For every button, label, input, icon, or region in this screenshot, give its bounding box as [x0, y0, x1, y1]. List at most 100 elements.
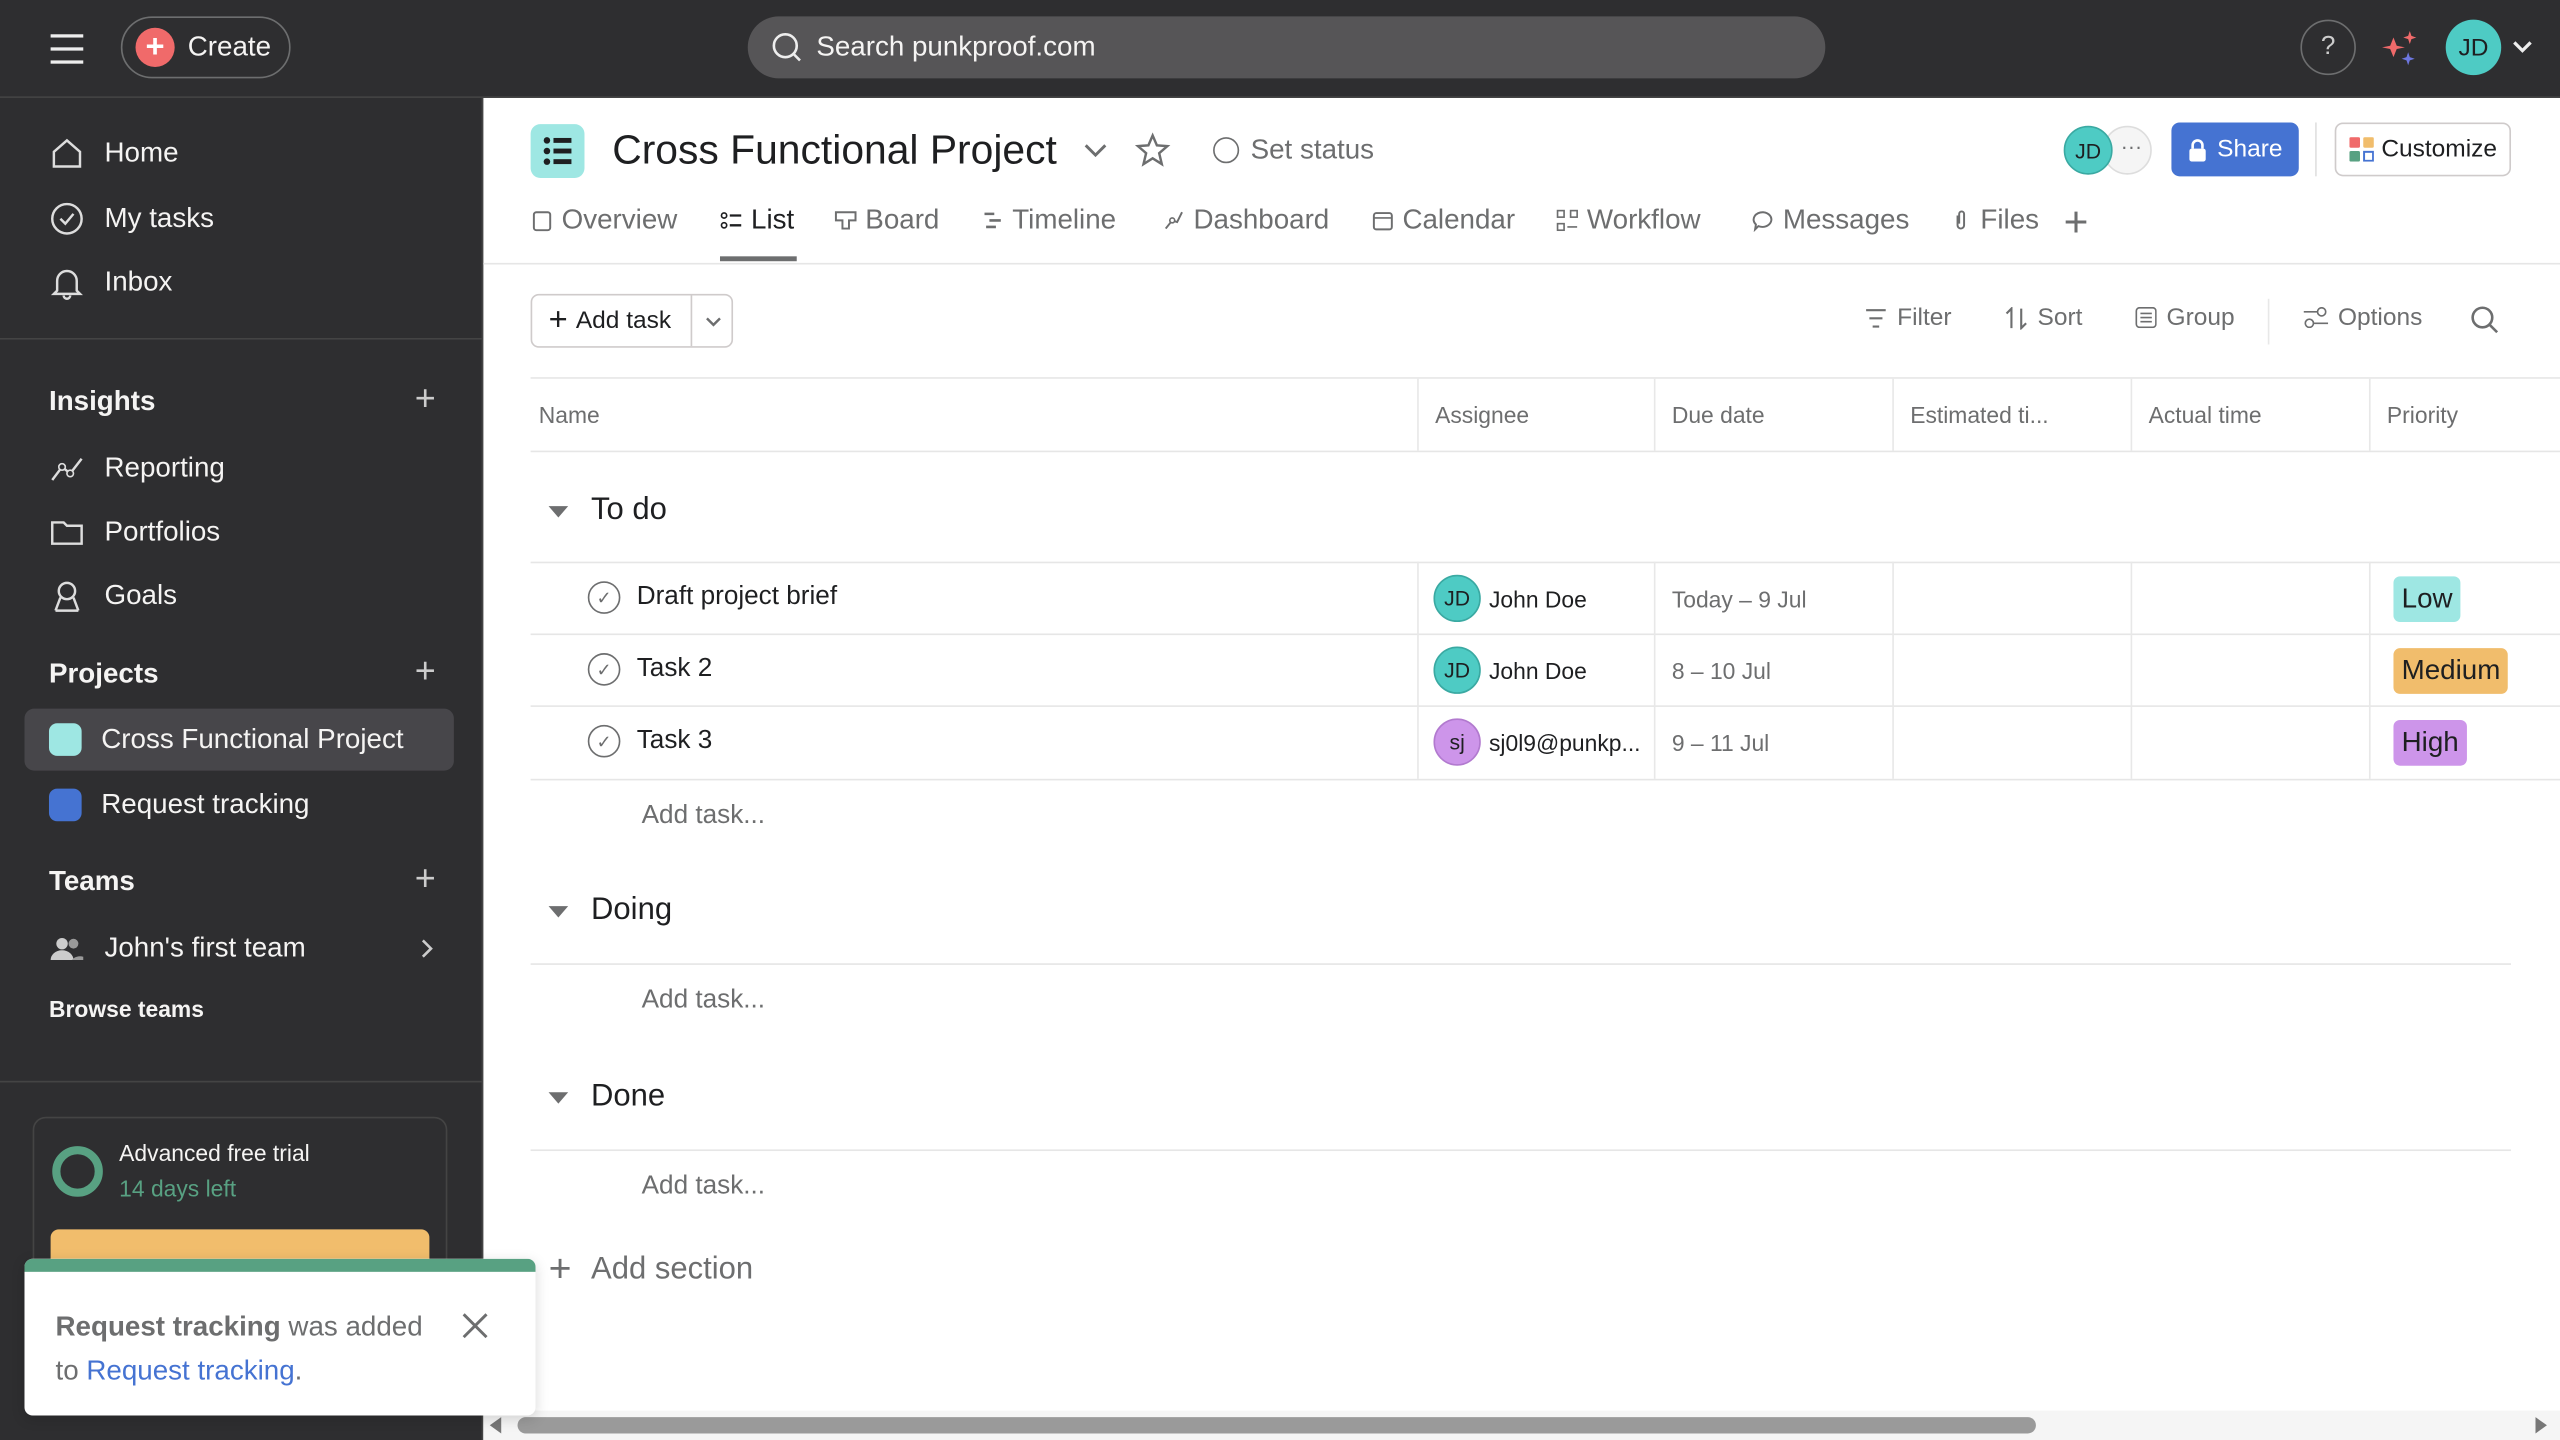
tab-overview[interactable]: Overview [531, 204, 677, 237]
paperclip-icon [1956, 210, 1966, 230]
more-members-icon[interactable]: ··· [2102, 125, 2152, 175]
column-header-actual-time[interactable]: Actual time [2130, 378, 2369, 451]
customize-button[interactable]: Customize [2334, 122, 2512, 177]
assignee-name[interactable]: John Doe [1488, 657, 1587, 684]
status-circle-icon [1213, 137, 1240, 164]
add-project-icon[interactable]: + [414, 649, 436, 691]
chevron-right-icon[interactable] [418, 939, 434, 959]
sidebar-team-item[interactable]: John's first team [49, 924, 306, 973]
chevron-down-icon[interactable] [2513, 39, 2533, 55]
assignee-name[interactable]: John Doe [1488, 585, 1587, 612]
add-task-button[interactable]: + Add task [530, 293, 734, 348]
sidebar-project-cross-functional[interactable]: Cross Functional Project [48, 715, 404, 764]
tab-files[interactable]: Files [1949, 204, 2039, 237]
plus-icon: + [548, 302, 568, 338]
column-header-estimated-time[interactable]: Estimated ti... [1892, 378, 2130, 451]
collapse-triangle-icon[interactable] [548, 1091, 569, 1103]
scroll-right-icon[interactable] [2535, 1417, 2547, 1434]
create-button[interactable]: + Create [120, 16, 291, 79]
priority-badge[interactable]: Low [2393, 576, 2461, 623]
group-label: Group [2166, 303, 2235, 332]
add-team-icon[interactable]: + [414, 857, 436, 898]
project-color-swatch [48, 788, 82, 822]
column-header-priority[interactable]: Priority [2368, 378, 2560, 451]
complete-checkbox-icon[interactable]: ✓ [587, 724, 621, 758]
task-name[interactable]: Task 2 [636, 654, 713, 683]
priority-badge[interactable]: Medium [2393, 648, 2509, 694]
tab-calendar[interactable]: Calendar [1371, 204, 1515, 237]
insights-heading[interactable]: Insights [48, 385, 156, 417]
set-status-button[interactable]: Set status [1213, 134, 1374, 167]
user-avatar[interactable]: JD [2445, 19, 2502, 76]
search-input[interactable]: Search punkproof.com [747, 16, 1826, 79]
folder-icon [51, 521, 83, 545]
add-tab-icon[interactable]: + [2063, 197, 2089, 247]
add-task-inline[interactable]: Add task... [641, 1172, 766, 1200]
tab-messages[interactable]: Messages [1752, 204, 1909, 237]
collapse-triangle-icon[interactable] [548, 505, 569, 517]
task-name[interactable]: Task 3 [636, 726, 713, 755]
options-icon [2303, 306, 2329, 329]
complete-checkbox-icon[interactable]: ✓ [587, 581, 621, 614]
tab-board[interactable]: Board [834, 204, 939, 237]
due-date[interactable]: 8 – 10 Jul [1671, 657, 1771, 685]
column-header-due-date[interactable]: Due date [1653, 378, 1892, 451]
sidebar-item-my-tasks[interactable]: My tasks [49, 194, 214, 243]
tab-dashboard[interactable]: Dashboard [1162, 204, 1329, 237]
set-status-label: Set status [1250, 133, 1375, 165]
toast-link[interactable]: Request tracking [86, 1355, 295, 1387]
scroll-left-icon[interactable] [489, 1417, 502, 1434]
collapse-triangle-icon[interactable] [548, 905, 569, 917]
teams-heading[interactable]: Teams [48, 865, 135, 897]
member-avatar[interactable]: JD [2063, 125, 2113, 175]
close-icon[interactable] [462, 1313, 488, 1339]
help-button[interactable]: ? [2300, 19, 2356, 76]
project-title[interactable]: Cross Functional Project [612, 127, 1057, 174]
complete-checkbox-icon[interactable]: ✓ [587, 653, 621, 686]
add-task-inline[interactable]: Add task... [641, 986, 766, 1014]
add-task-dropdown-chevron-icon[interactable] [690, 295, 733, 347]
browse-teams-link[interactable]: Browse teams [48, 995, 204, 1023]
search-icon[interactable] [2470, 305, 2499, 334]
sidebar-item-portfolios[interactable]: Portfolios [49, 508, 220, 557]
add-task-inline[interactable]: Add task... [641, 801, 766, 830]
tab-workflow[interactable]: Workflow [1556, 204, 1701, 237]
group-button[interactable]: Group [2135, 303, 2235, 332]
create-label: Create [187, 31, 272, 63]
options-button[interactable]: Options [2303, 304, 2422, 331]
sidebar-project-request-tracking[interactable]: Request tracking [48, 780, 310, 829]
sidebar-item-label: Request tracking [101, 788, 310, 820]
column-header-assignee[interactable]: Assignee [1417, 378, 1655, 451]
tab-list[interactable]: List [720, 204, 794, 237]
hamburger-menu-icon[interactable] [50, 33, 84, 64]
board-icon [834, 211, 857, 230]
section-doing[interactable]: Doing [548, 893, 672, 929]
assignee-name[interactable]: sj0l9@punkp... [1488, 728, 1641, 756]
tab-timeline[interactable]: Timeline [981, 204, 1116, 237]
priority-badge[interactable]: High [2393, 719, 2467, 766]
filter-button[interactable]: Filter [1864, 304, 1952, 331]
sort-label: Sort [2037, 303, 2083, 332]
star-icon[interactable] [1134, 132, 1171, 168]
section-to-do[interactable]: To do [548, 493, 667, 529]
share-button[interactable]: Share [2171, 122, 2299, 177]
sidebar-item-goals[interactable]: Goals [49, 571, 177, 620]
chevron-down-icon[interactable] [1082, 140, 1108, 160]
horizontal-scrollbar[interactable] [483, 1410, 2560, 1440]
add-section-button[interactable]: + Add section [549, 1247, 754, 1293]
task-name[interactable]: Draft project brief [636, 582, 838, 611]
section-title: To do [591, 493, 667, 528]
scrollbar-thumb[interactable] [517, 1417, 2036, 1434]
due-date[interactable]: Today – 9 Jul [1671, 586, 1807, 613]
ai-sparkle-icon[interactable] [2379, 28, 2421, 70]
customize-label: Customize [2381, 135, 2498, 164]
section-done[interactable]: Done [548, 1079, 665, 1115]
sidebar-item-home[interactable]: Home [49, 129, 179, 178]
sidebar-item-reporting[interactable]: Reporting [49, 444, 225, 493]
sidebar-item-inbox[interactable]: Inbox [49, 258, 172, 307]
add-insight-icon[interactable]: + [414, 377, 436, 418]
projects-heading[interactable]: Projects [48, 657, 159, 689]
sort-button[interactable]: Sort [2005, 303, 2083, 332]
due-date[interactable]: 9 – 11 Jul [1671, 729, 1770, 756]
column-header-name[interactable]: Name [538, 401, 600, 428]
